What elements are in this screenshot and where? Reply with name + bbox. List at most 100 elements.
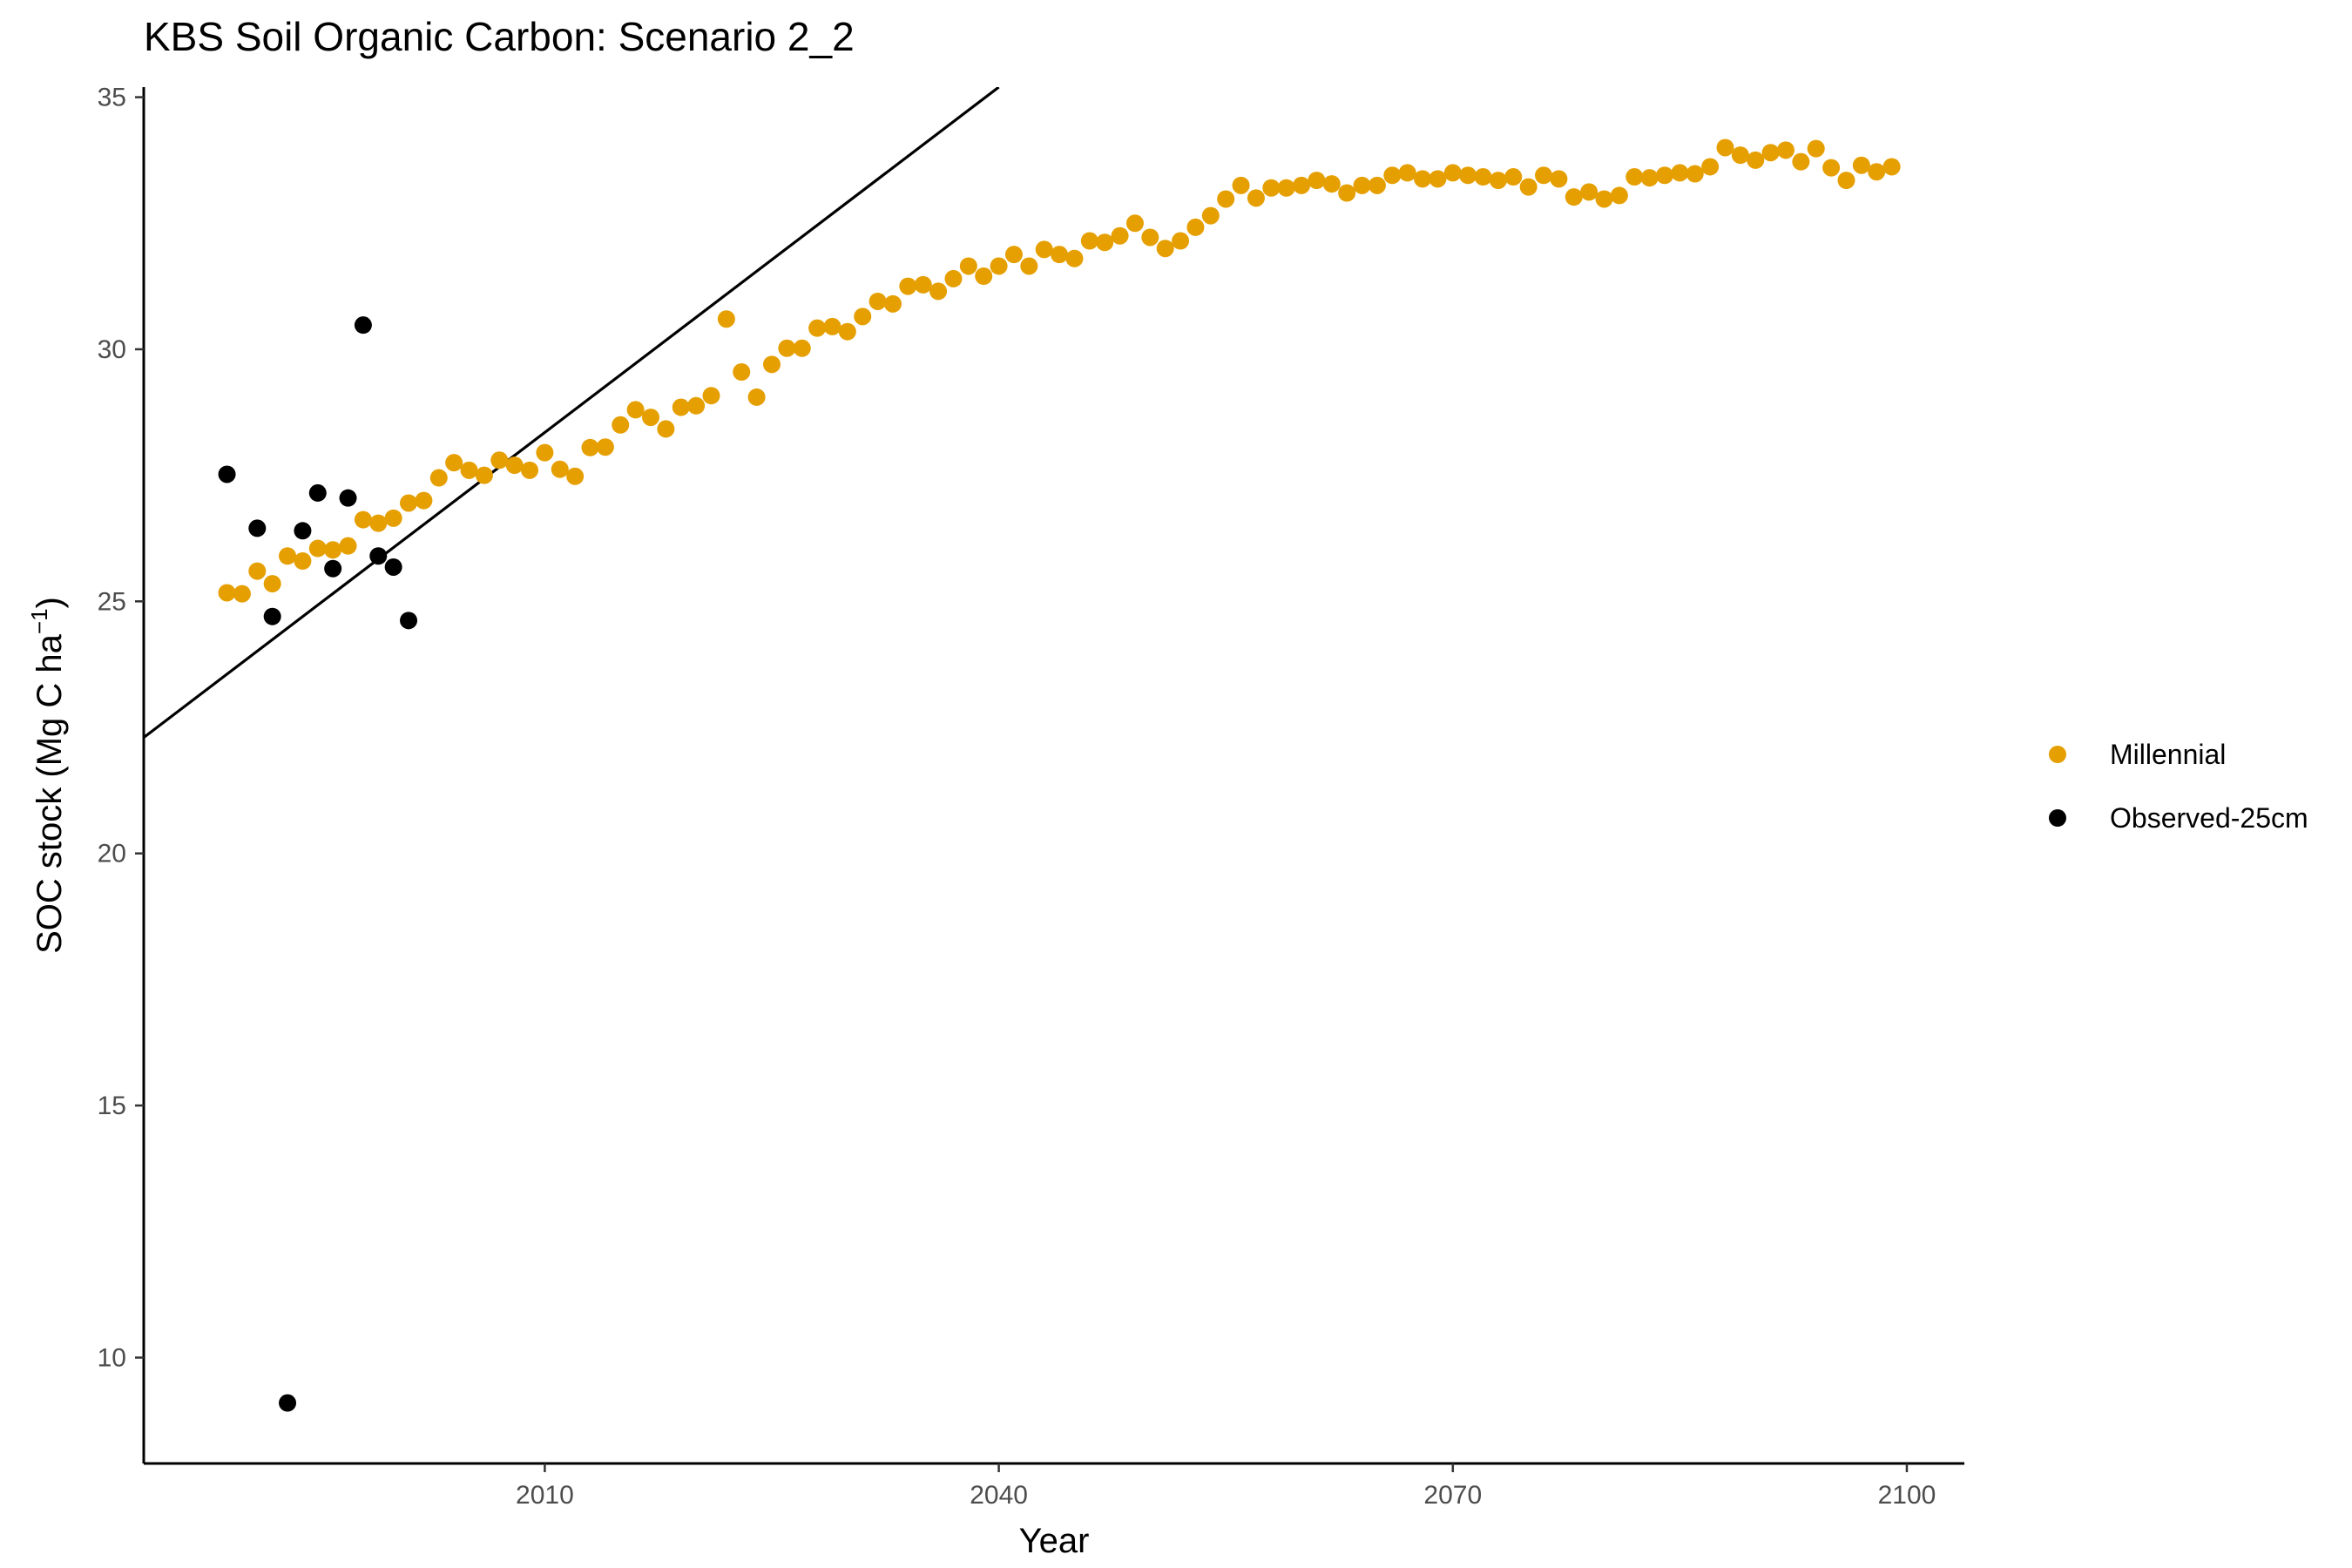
data-point [551,460,569,478]
data-point [324,559,342,578]
data-point [1640,169,1659,187]
data-point [279,1394,297,1412]
data-point [1398,164,1416,182]
data-point [854,308,872,326]
data-point [1096,233,1114,252]
data-point [793,339,811,357]
data-point [657,420,675,438]
data-point [1489,172,1507,190]
x-tick-label: 2040 [970,1481,1028,1510]
data-point [1156,240,1174,258]
x-tick-label: 2100 [1878,1481,1936,1510]
data-point [672,398,690,416]
data-point [1353,176,1371,194]
legend-label-observed: Observed-25cm [2110,802,2308,834]
data-point [339,489,357,507]
data-point [369,514,388,532]
data-point [1080,232,1098,250]
data-point [521,461,539,479]
data-point [1232,176,1250,194]
data-point [1686,165,1704,183]
data-point [823,317,841,335]
data-point [1504,168,1523,186]
data-point [1776,141,1794,159]
data-point [415,491,433,510]
data-point [1338,184,1356,202]
data-point [263,607,281,625]
legend-key-millennial [2049,746,2066,763]
data-point [1837,172,1855,190]
data-point [883,294,902,313]
data-point [308,539,327,558]
data-point [1882,158,1901,176]
data-point [1701,158,1720,176]
data-point [218,465,236,483]
data-point [324,541,342,559]
y-axis-title-close: ) [30,597,69,608]
legend-key-observed [2049,809,2066,827]
data-point [990,257,1008,275]
data-point [1580,183,1598,201]
data-point [1020,257,1038,275]
data-point [445,454,463,472]
data-point [1550,170,1568,188]
data-point [899,277,917,295]
data-point [1868,163,1886,181]
data-point [1414,170,1432,188]
data-point [248,562,267,580]
data-point [1141,228,1159,247]
data-point [294,522,312,540]
trend-line [144,87,1000,739]
data-point [1277,179,1295,197]
data-point [975,267,993,286]
y-tick-label: 35 [98,84,126,112]
data-point [868,292,887,310]
data-point [1172,232,1190,250]
data-point [1004,246,1023,264]
data-point [279,547,297,565]
data-point [596,438,614,456]
data-point [717,310,735,328]
series-millennial [218,139,1901,603]
data-point [1125,214,1144,233]
data-point [1201,206,1220,225]
data-point [308,483,327,502]
data-point [1761,144,1780,162]
data-point [294,552,312,571]
y-tick-label: 25 [98,587,126,616]
data-point [354,316,372,335]
data-point [566,467,585,485]
data-point [1443,164,1462,182]
data-point [1625,168,1644,186]
data-point [1368,176,1386,194]
series-observed-25cm [218,316,418,1412]
data-point [612,416,630,434]
legend: Millennial Observed-25cm [2049,739,2308,834]
data-point [400,494,418,512]
data-point [702,387,720,405]
data-point [1852,156,1870,174]
data-point [400,612,418,630]
data-point [1822,159,1841,177]
data-point [384,509,402,527]
data-point [1565,188,1583,206]
data-point [339,537,357,555]
data-point [505,456,524,475]
data-point [490,451,509,470]
y-axis-ticks: 10 15 20 25 30 35 [98,84,144,1372]
data-point [460,461,478,479]
data-point [1807,139,1825,158]
data-point [475,466,493,484]
data-point [1610,186,1628,205]
data-point [248,519,267,537]
data-point [263,575,281,593]
data-point [1322,175,1341,193]
y-axis-title-main: SOC stock (Mg C ha [30,633,69,954]
data-point [1247,189,1265,207]
data-point [1474,168,1492,186]
data-point [959,257,977,275]
data-point [1459,166,1477,185]
x-axis-ticks: 2010 2040 2070 2100 [516,1463,1936,1510]
